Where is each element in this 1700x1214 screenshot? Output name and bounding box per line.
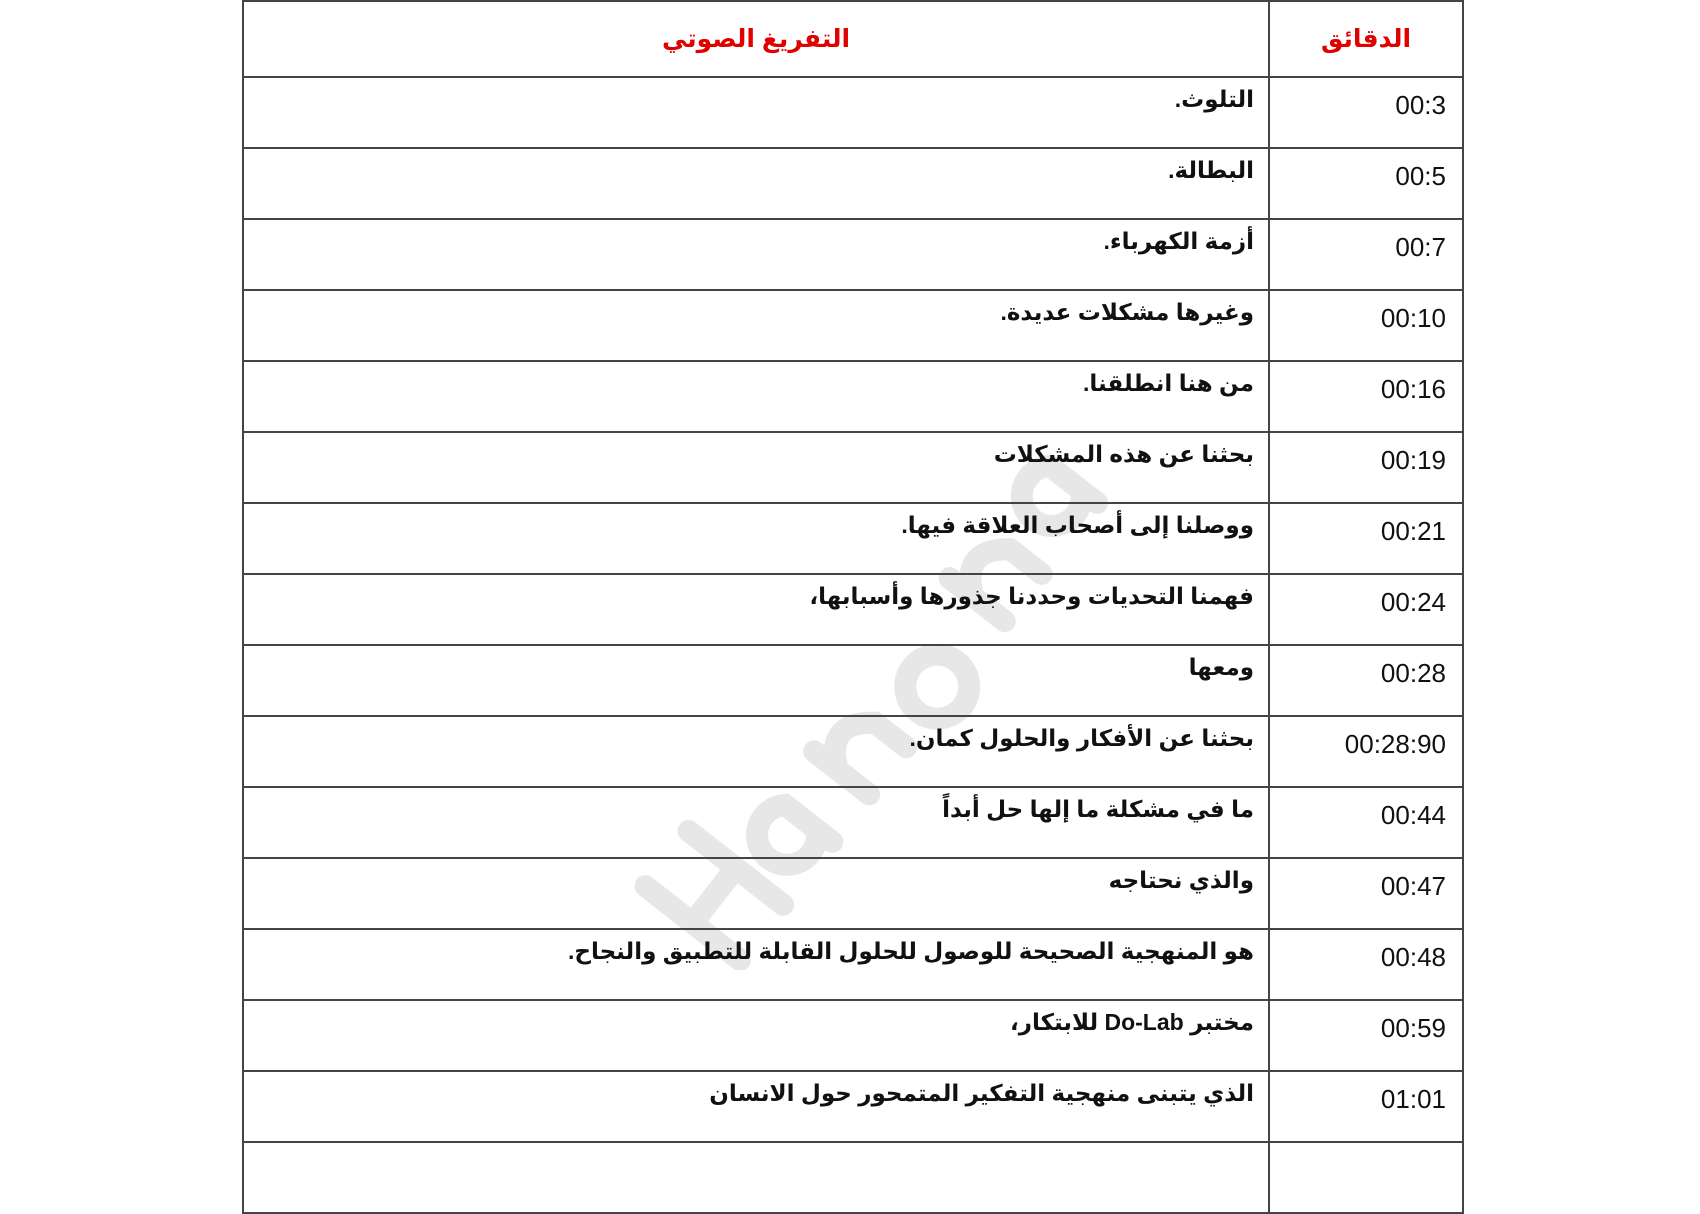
timestamp-cell: 00:10 <box>1268 289 1464 362</box>
transcript-cell: هو المنهجية الصحيحة للوصول للحلول القابل… <box>242 928 1270 1001</box>
timestamp-cell: 00:19 <box>1268 431 1464 504</box>
timestamp-cell: 00:47 <box>1268 857 1464 930</box>
transcript-cell: أزمة الكهرباء. <box>242 218 1270 291</box>
timestamp-cell: 00:7 <box>1268 218 1464 291</box>
transcript-cell <box>242 1141 1270 1214</box>
transcript-cell: بحثنا عن هذه المشكلات <box>242 431 1270 504</box>
timestamp-cell: 00:48 <box>1268 928 1464 1001</box>
timestamp-cell: 00:28:90 <box>1268 715 1464 788</box>
timestamp-cell: 00:24 <box>1268 573 1464 646</box>
timestamp-cell: 00:44 <box>1268 786 1464 859</box>
table-row: 00:59 مختبر Do-Lab للابتكار، <box>242 999 1464 1072</box>
transcript-cell: ووصلنا إلى أصحاب العلاقة فيها. <box>242 502 1270 575</box>
transcript-cell: التلوث. <box>242 76 1270 149</box>
transcript-cell: بحثنا عن الأفكار والحلول كمان. <box>242 715 1270 788</box>
table-row: 01:01 الذي يتبنى منهجية التفكير المتمحور … <box>242 1070 1464 1143</box>
timestamp-cell: 00:59 <box>1268 999 1464 1072</box>
table-row <box>242 1141 1464 1214</box>
header-row: الدقائق التفريغ الصوتي <box>242 0 1464 78</box>
table-row: 00:47 والذي نحتاجه <box>242 857 1464 930</box>
table-row: 00:21 ووصلنا إلى أصحاب العلاقة فيها. <box>242 502 1464 575</box>
table-row: 00:19 بحثنا عن هذه المشكلات <box>242 431 1464 504</box>
timestamp-cell <box>1268 1141 1464 1214</box>
table-row: 00:28:90 بحثنا عن الأفكار والحلول كمان. <box>242 715 1464 788</box>
transcript-cell: من هنا انطلقنا. <box>242 360 1270 433</box>
table-row: 00:44 ما في مشكلة ما إلها حل أبداً <box>242 786 1464 859</box>
table-row: 00:24 فهمنا التحديات وحددنا جذورها وأسباب… <box>242 573 1464 646</box>
table-row: 00:3 التلوث. <box>242 76 1464 149</box>
table-row: 00:7 أزمة الكهرباء. <box>242 218 1464 291</box>
transcript-cell: والذي نحتاجه <box>242 857 1270 930</box>
header-minutes: الدقائق <box>1268 0 1464 78</box>
timestamp-cell: 00:16 <box>1268 360 1464 433</box>
timestamp-cell: 00:3 <box>1268 76 1464 149</box>
table-row: 00:5 البطالة. <box>242 147 1464 220</box>
timestamp-cell: 00:28 <box>1268 644 1464 717</box>
table-body: 00:3 التلوث. 00:5 البطالة. 00:7 أزمة الكهرباء… <box>242 76 1464 1214</box>
transcript-cell: الذي يتبنى منهجية التفكير المتمحور حول ا… <box>242 1070 1270 1143</box>
transcript-table: الدقائق التفريغ الصوتي 00:3 التلوث. 00:5 ال… <box>242 0 1464 1214</box>
header-transcript: التفريغ الصوتي <box>242 0 1270 78</box>
transcript-cell: البطالة. <box>242 147 1270 220</box>
table-row: 00:48 هو المنهجية الصحيحة للوصول للحلول ا… <box>242 928 1464 1001</box>
timestamp-cell: 00:21 <box>1268 502 1464 575</box>
transcript-cell: فهمنا التحديات وحددنا جذورها وأسبابها، <box>242 573 1270 646</box>
timestamp-cell: 00:5 <box>1268 147 1464 220</box>
table-row: 00:10 وغيرها مشكلات عديدة. <box>242 289 1464 362</box>
table-row: 00:28 ومعها <box>242 644 1464 717</box>
transcript-cell: وغيرها مشكلات عديدة. <box>242 289 1270 362</box>
transcript-cell: ما في مشكلة ما إلها حل أبداً <box>242 786 1270 859</box>
timestamp-cell: 01:01 <box>1268 1070 1464 1143</box>
transcript-cell: ومعها <box>242 644 1270 717</box>
transcript-cell: مختبر Do-Lab للابتكار، <box>242 999 1270 1072</box>
table-row: 00:16 من هنا انطلقنا. <box>242 360 1464 433</box>
